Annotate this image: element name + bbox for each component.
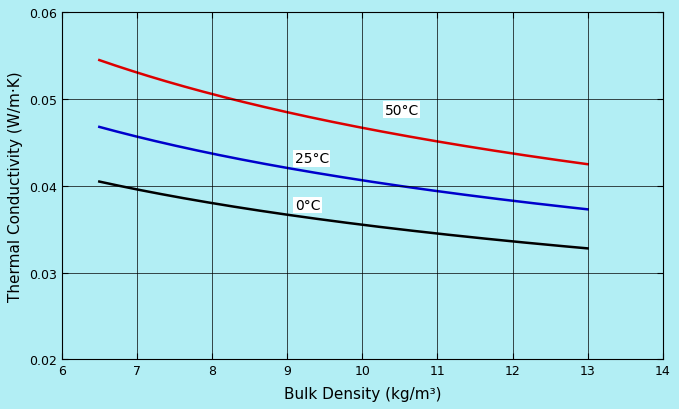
- Text: 25°C: 25°C: [295, 152, 329, 166]
- Y-axis label: Thermal Conductivity (W/m·K): Thermal Conductivity (W/m·K): [8, 72, 23, 301]
- Text: 0°C: 0°C: [295, 198, 320, 213]
- Text: 50°C: 50°C: [385, 103, 419, 117]
- X-axis label: Bulk Density (kg/m³): Bulk Density (kg/m³): [284, 386, 441, 401]
